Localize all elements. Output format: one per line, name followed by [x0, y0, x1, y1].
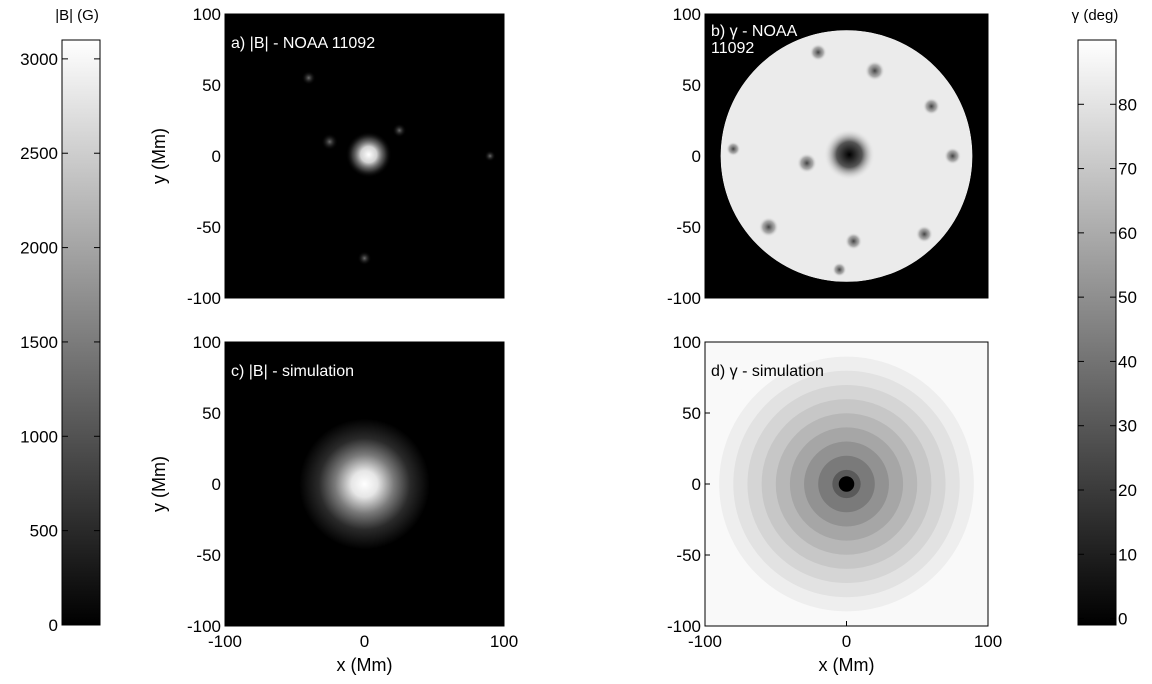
heatmap-image	[225, 342, 504, 626]
panel-a-field-strength-observed: a) |B| - NOAA 11092 100 50 0 -50 -100 y (Mm)	[149, 5, 505, 308]
y-tick-label: 100	[193, 333, 221, 352]
panel-title: d) γ - simulation	[711, 363, 824, 380]
y-tick-label: 100	[193, 5, 221, 24]
y-tick-label: 0	[692, 147, 701, 166]
y-tick-label: 100	[673, 333, 701, 352]
colorbar-tick-label: 0	[49, 616, 58, 635]
colorbar-tick-label: 500	[30, 522, 58, 541]
panel-title: c) |B| - simulation	[231, 363, 354, 380]
y-tick-label: -50	[676, 218, 701, 237]
y-tick-label: -100	[667, 289, 701, 308]
x-axis-label: x (Mm)	[819, 655, 875, 675]
y-tick-label: 50	[202, 76, 221, 95]
network-patch	[832, 262, 847, 277]
x-tick-label: 0	[842, 632, 851, 651]
network-patch	[758, 217, 779, 237]
network-patch	[809, 43, 827, 61]
inclination-center	[838, 476, 855, 492]
colorbar-magnetic-field: |B| (G) 3000 2500 2000 1500 1000 500 0	[20, 7, 101, 635]
y-tick-label: 0	[212, 147, 221, 166]
colorbar-magnetic-field-title: |B| (G)	[55, 7, 99, 24]
solar-disk	[720, 30, 973, 282]
network-patch	[796, 153, 817, 174]
x-axis-label: x (Mm)	[337, 655, 393, 675]
network-patch	[922, 97, 940, 115]
colorbar-tick-label: 70	[1118, 160, 1137, 179]
plage-blob	[301, 70, 316, 85]
y-tick-label: 50	[202, 404, 221, 423]
colorbar-tick-label: 1500	[20, 333, 58, 352]
panel-c-field-strength-simulation: c) |B| - simulation 100 50 0 -50 -100-100 0 100…	[149, 333, 518, 675]
colorbar-tick-label: 20	[1118, 481, 1137, 500]
x-tick-label: 0	[360, 632, 369, 651]
y-tick-label: 0	[212, 475, 221, 494]
colorbar-magnetic-field-bar	[61, 39, 101, 626]
y-tick-label: -100	[187, 289, 221, 308]
colorbar-tick-label: 10	[1118, 545, 1137, 564]
panel-title: a) |B| - NOAA 11092	[231, 35, 375, 52]
x-tick-label: 100	[974, 632, 1002, 651]
simulated-flux-tube	[299, 418, 430, 550]
colorbar-inclination-bar	[1077, 39, 1117, 626]
colorbar-tick-label: 60	[1118, 224, 1137, 243]
x-tick-label: -100	[688, 632, 722, 651]
y-axis-label: y (Mm)	[149, 128, 169, 184]
x-tick-label: -100	[208, 632, 242, 651]
panel-d-inclination-simulation: d) γ - simulation 100 50 0 -50 -100-100 0 100 x …	[667, 333, 1002, 675]
heatmap-image	[705, 14, 988, 298]
colorbar-tick-label: 3000	[20, 50, 58, 69]
colorbar-tick-label: 80	[1118, 95, 1137, 114]
colorbar-tick-label: 1000	[20, 427, 58, 446]
y-tick-label: 0	[692, 475, 701, 494]
y-tick-label: -100	[187, 617, 221, 636]
y-tick-label: -50	[196, 218, 221, 237]
colorbar-tick-label: 2500	[20, 144, 58, 163]
colorbar-tick-label: 50	[1118, 288, 1137, 307]
sunspot-blob	[345, 131, 392, 178]
y-tick-label: -100	[667, 617, 701, 636]
colorbar-inclination: γ (deg) 80 70 60 50 40 30 20 10 0	[1072, 7, 1137, 629]
plage-blob	[357, 251, 372, 266]
x-tick-label: 100	[490, 632, 518, 651]
y-tick-label: -50	[196, 546, 221, 565]
y-tick-label: 50	[682, 404, 701, 423]
y-tick-label: 50	[682, 76, 701, 95]
network-patch	[944, 147, 962, 165]
y-tick-label: -50	[676, 546, 701, 565]
umbra-blob	[823, 129, 875, 181]
network-patch	[726, 141, 741, 156]
plage-blob	[484, 150, 496, 162]
plage-blob	[321, 133, 338, 151]
panel-title: b) γ - NOAA 11092	[711, 23, 798, 57]
colorbar-inclination-title: γ (deg)	[1072, 7, 1119, 24]
colorbar-tick-label: 0	[1118, 610, 1127, 629]
heatmap-image	[705, 342, 988, 626]
colorbar-tick-label: 30	[1118, 417, 1137, 436]
network-patch	[845, 232, 863, 250]
heatmap-image	[225, 14, 504, 298]
y-axis-label: y (Mm)	[149, 456, 169, 512]
colorbar-tick-label: 40	[1118, 352, 1137, 371]
plage-blob	[392, 123, 407, 138]
y-tick-label: 100	[673, 5, 701, 24]
network-patch	[915, 225, 933, 243]
colorbar-tick-label: 2000	[20, 239, 58, 258]
panel-b-inclination-observed: b) γ - NOAA 11092 100 50 0 -50 -100	[667, 5, 989, 308]
network-patch	[864, 60, 885, 81]
